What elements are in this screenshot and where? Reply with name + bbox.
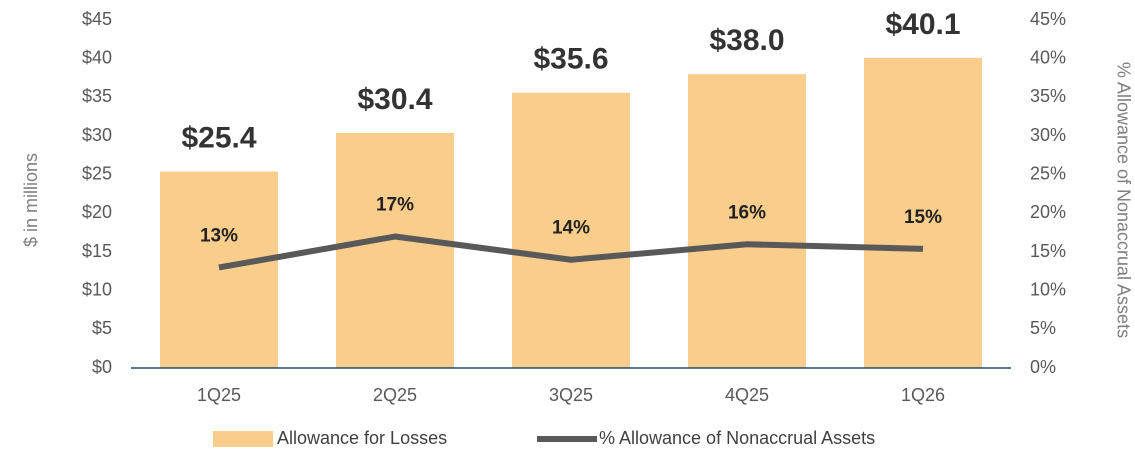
x-tick-label: 4Q25 (725, 385, 769, 405)
x-tick-label: 1Q26 (901, 385, 945, 405)
y-tick-label: $30 (82, 125, 112, 145)
y-axis-title: $ in millions (21, 153, 41, 247)
line-value-label: 15% (904, 207, 942, 228)
y2-tick-label: 5% (1030, 318, 1056, 338)
y2-tick-label: 25% (1030, 163, 1066, 183)
line-value-label: 16% (728, 202, 766, 223)
bar (160, 171, 278, 368)
y-tick-label: $40 (82, 47, 112, 67)
y-tick-label: $0 (92, 357, 112, 377)
y-tick-label: $35 (82, 86, 112, 106)
line (218, 233, 924, 271)
legend-label: Allowance for Losses (277, 428, 447, 448)
y-tick-label: $15 (82, 241, 112, 261)
bar (336, 132, 454, 368)
y2-tick-label: 20% (1030, 202, 1066, 222)
y-tick-label: $25 (82, 163, 112, 183)
y-tick-label: $20 (82, 202, 112, 222)
y2-tick-label: 30% (1030, 125, 1066, 145)
x-tick-label: 2Q25 (373, 385, 417, 405)
y2-tick-label: 0% (1030, 357, 1056, 377)
x-tick-label: 3Q25 (549, 385, 593, 405)
bar (688, 74, 806, 368)
bar-value-label: $25.4 (181, 121, 256, 154)
x-tick-label: 1Q25 (197, 385, 241, 405)
bar-value-label: $30.4 (357, 83, 432, 116)
y-tick-label: $45 (82, 9, 112, 29)
y2-axis-title: % Allowance of Nonaccrual Assets (1113, 62, 1133, 338)
legend-label: % Allowance of Nonaccrual Assets (599, 428, 875, 448)
y2-tick-label: 35% (1030, 86, 1066, 106)
y2-tick-label: 10% (1030, 279, 1066, 299)
y-tick-label: $5 (92, 318, 112, 338)
bar (864, 57, 982, 368)
bar-value-label: $40.1 (885, 8, 960, 41)
bar-value-label: $38.0 (709, 24, 784, 57)
bar (512, 92, 630, 369)
y2-tick-label: 40% (1030, 47, 1066, 67)
line-value-label: 17% (376, 195, 414, 216)
y2-tick-label: 15% (1030, 241, 1066, 261)
bar-value-label: $35.6 (533, 43, 608, 76)
line-value-label: 14% (552, 218, 590, 239)
y2-tick-label: 45% (1030, 9, 1066, 29)
y-tick-label: $10 (82, 279, 112, 299)
legend-swatch (213, 431, 273, 447)
line-value-label: 13% (200, 225, 238, 246)
